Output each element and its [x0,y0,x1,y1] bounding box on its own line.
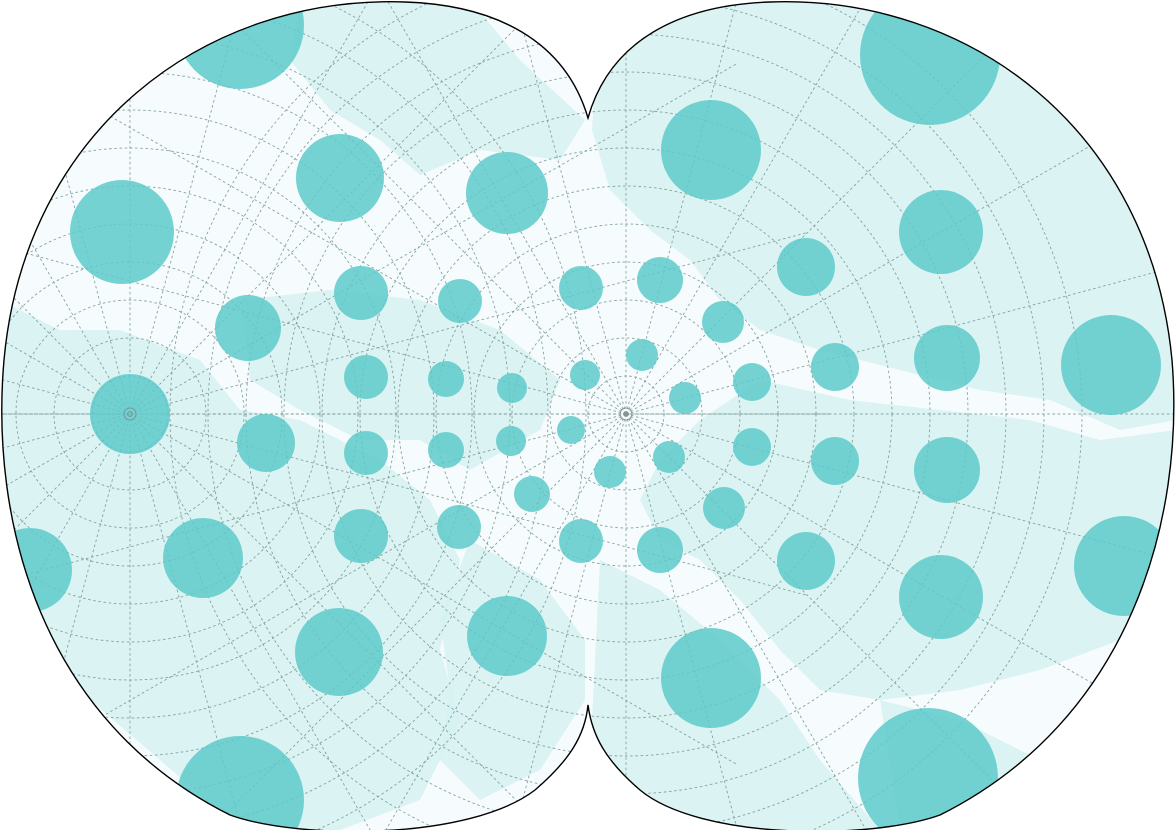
graticule-meridian-left [129,413,737,765]
tissot-indicatrix-41 [637,527,683,573]
tissot-indicatrix-33 [733,428,771,466]
tissot-indicatrix-44 [899,555,983,639]
pole-marker-right [619,407,633,421]
graticule-meridian-right [625,413,977,830]
tissot-indicatrix-31 [594,456,626,488]
tissot-indicatrix-3 [296,134,384,222]
tissot-indicatrix-32 [653,441,685,473]
graticule-meridian-left [1,63,131,415]
tissot-indicatrix-15 [1061,315,1161,415]
tissot-indicatrix-47 [467,596,547,676]
pole-ring-left-inner [127,411,133,417]
tissot-indicatrix-19 [570,360,600,390]
tissot-indicatrix-24 [914,325,980,391]
tissot-indicatrix-6 [70,180,174,284]
graticule-meridian-right [275,1,627,415]
graticule-parallel-right [511,299,741,529]
graticule-parallel-right [397,185,855,643]
graticule-meridian-left [1,1,131,415]
graticule-parallel-left [53,337,207,491]
graticule-meridian-right [625,1,977,415]
tissot-indicatrix-40 [559,519,603,563]
tissot-indicatrix-37 [703,487,745,529]
graticule-meridian-left [129,232,807,415]
tissot-indicatrix-5 [661,100,761,200]
tissot-indicatrix-25 [90,374,170,454]
tissot-indicatrix-38 [437,505,481,549]
graticule-parallel-left [1,185,359,643]
tissot-indicatrix-35 [914,437,980,503]
tissot-indicatrix-20 [626,339,658,371]
tissot-indicatrix-9 [334,266,388,320]
tissot-indicatrix-23 [811,343,859,391]
tissot-indicatrix-18 [497,373,527,403]
tissot-indicatrix-28 [428,432,464,468]
tissot-indicatrix-48 [295,608,383,696]
graticule-meridian-left [1,1,131,415]
tissot-indicatrix-21 [669,382,701,414]
tissot-indicatrix-43 [163,518,243,598]
graticule-parallel-right [283,71,969,757]
landmass-east [640,380,1174,700]
graticule-meridian-left [129,1,481,415]
pole-ring-right-outer [619,407,633,421]
landmass-north-left [290,1,585,175]
graticule-parallel-left [1,1,587,830]
graticule-meridian-right [625,413,808,830]
tissot-indicatrix-8 [215,295,281,361]
tissot-indicatrix-50 [176,736,304,830]
tissot-indicatrix-11 [559,266,603,310]
graticule-meridian-right [275,413,627,830]
graticule-parallel-right [549,337,703,491]
graticule-meridian-right [19,63,627,415]
graticule-meridian-left [1,413,131,596]
tissot-indicatrix-17 [428,361,464,397]
tissot-indicatrix-10 [438,279,482,323]
landmass-north-right [592,1,1174,430]
graticule-meridian-left [129,413,481,830]
tissot-indicatrix-39 [334,509,388,563]
tissot-indicatrix-29 [496,426,526,456]
tissot-indicatrix-36 [514,476,550,512]
tissot-indicatrix-13 [702,301,744,343]
tissot-indicatrix-12 [637,257,683,303]
tissot-indicatrix-30 [557,416,585,444]
graticule-parallel-right [435,223,817,605]
landmass-center-left [240,290,560,470]
tissot-indicatrix-14 [777,238,835,296]
tissot-indicatrix-26 [237,414,295,472]
graticule-meridian-left [1,232,131,415]
graticule-meridian-left [1,413,131,830]
tissot-indicatrix-34 [811,437,859,485]
tissot-indicatrix-7 [899,190,983,274]
tissot-indicatrix-27 [344,431,388,475]
graticule-meridian-left [1,413,131,830]
graticule-meridian-left [1,413,131,765]
pole-marker-left [123,407,137,421]
tissot-indicatrix-42 [777,532,835,590]
graticule-meridian-right [19,413,627,765]
tissot-indicatrix-49 [661,628,761,728]
tissot-indicatrix-16 [344,355,388,399]
tissot-indicatrix-4 [466,152,548,234]
pole-ring-left-outer [123,407,137,421]
pole-ring-right-inner [623,411,629,417]
tissot-indicatrix-22 [733,363,771,401]
